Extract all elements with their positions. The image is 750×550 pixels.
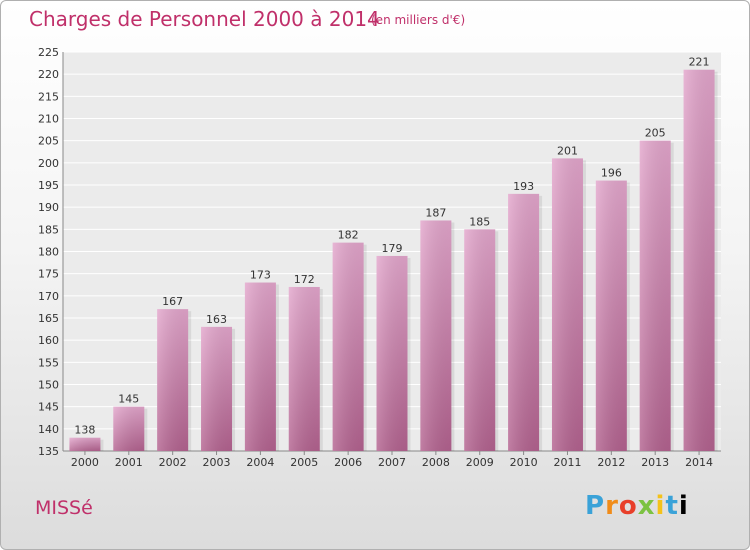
y-tick-label: 225 <box>38 46 59 59</box>
data-label: 179 <box>382 242 403 255</box>
y-tick-label: 175 <box>38 268 59 281</box>
y-tick-label: 200 <box>38 157 59 170</box>
bar-shade <box>376 255 408 451</box>
y-tick-label: 140 <box>38 423 59 436</box>
proxiti-logo: Proxiti <box>585 491 689 521</box>
x-tick-label: 2003 <box>203 456 231 469</box>
x-tick-label: 2001 <box>115 456 143 469</box>
data-label: 221 <box>689 56 710 69</box>
x-tick-label: 2011 <box>553 456 581 469</box>
bar-shade <box>69 437 101 451</box>
y-tick-label: 220 <box>38 68 59 81</box>
x-tick-label: 2004 <box>246 456 274 469</box>
logo-letter: r <box>605 491 619 521</box>
y-tick-label: 155 <box>38 356 59 369</box>
y-tick-label: 195 <box>38 179 59 192</box>
y-tick-label: 205 <box>38 135 59 148</box>
y-tick-label: 185 <box>38 223 59 236</box>
y-tick-label: 160 <box>38 334 59 347</box>
x-tick-label: 2014 <box>685 456 713 469</box>
x-tick-label: 2005 <box>290 456 318 469</box>
logo-letter: i <box>678 491 689 521</box>
x-tick-label: 2012 <box>597 456 625 469</box>
bar-shade <box>508 193 540 451</box>
commune-name: MISSé <box>35 497 93 519</box>
y-tick-label: 210 <box>38 113 59 126</box>
data-label: 145 <box>118 393 139 406</box>
data-label: 138 <box>74 424 95 437</box>
bar-shade <box>288 286 320 451</box>
data-label: 172 <box>294 273 315 286</box>
logo-letter: x <box>637 491 656 521</box>
x-tick-label: 2002 <box>159 456 187 469</box>
x-tick-label: 2010 <box>510 456 538 469</box>
chart-title: Charges de Personnel 2000 à 2014 <box>29 7 380 31</box>
y-tick-label: 170 <box>38 290 59 303</box>
y-tick-label: 135 <box>38 445 59 458</box>
bar-shade <box>113 406 145 451</box>
y-tick-label: 180 <box>38 246 59 259</box>
data-label: 205 <box>645 127 666 140</box>
data-label: 167 <box>162 295 183 308</box>
logo-letter: i <box>655 491 666 521</box>
y-tick-label: 215 <box>38 90 59 103</box>
y-tick-label: 145 <box>38 401 59 414</box>
bar-shade <box>551 158 583 451</box>
data-label: 182 <box>338 229 359 242</box>
x-tick-label: 2009 <box>466 456 494 469</box>
bar-shade <box>157 309 189 451</box>
bar-shade <box>595 180 627 452</box>
data-label: 193 <box>513 180 534 193</box>
data-label: 201 <box>557 144 578 157</box>
bar-shade <box>639 140 671 451</box>
x-tick-label: 2008 <box>422 456 450 469</box>
y-tick-label: 165 <box>38 312 59 325</box>
bar-shade <box>420 220 452 451</box>
chart-subtitle: (en milliers d'€) <box>371 13 466 27</box>
bar-shade <box>464 229 496 451</box>
y-tick-label: 190 <box>38 201 59 214</box>
data-label: 196 <box>601 167 622 180</box>
data-label: 187 <box>425 206 446 219</box>
x-tick-label: 2007 <box>378 456 406 469</box>
bar-shade <box>201 326 233 451</box>
data-label: 185 <box>469 215 490 228</box>
x-tick-label: 2006 <box>334 456 362 469</box>
x-tick-label: 2013 <box>641 456 669 469</box>
y-tick-label: 150 <box>38 379 59 392</box>
logo-letter: P <box>585 491 606 521</box>
data-label: 163 <box>206 313 227 326</box>
bar-shade <box>332 242 364 451</box>
logo-letter: o <box>618 491 638 521</box>
bar-shade <box>683 69 715 451</box>
logo-letter: t <box>665 491 679 521</box>
data-label: 173 <box>250 269 271 282</box>
bar-shade <box>244 282 276 451</box>
x-tick-label: 2000 <box>71 456 99 469</box>
